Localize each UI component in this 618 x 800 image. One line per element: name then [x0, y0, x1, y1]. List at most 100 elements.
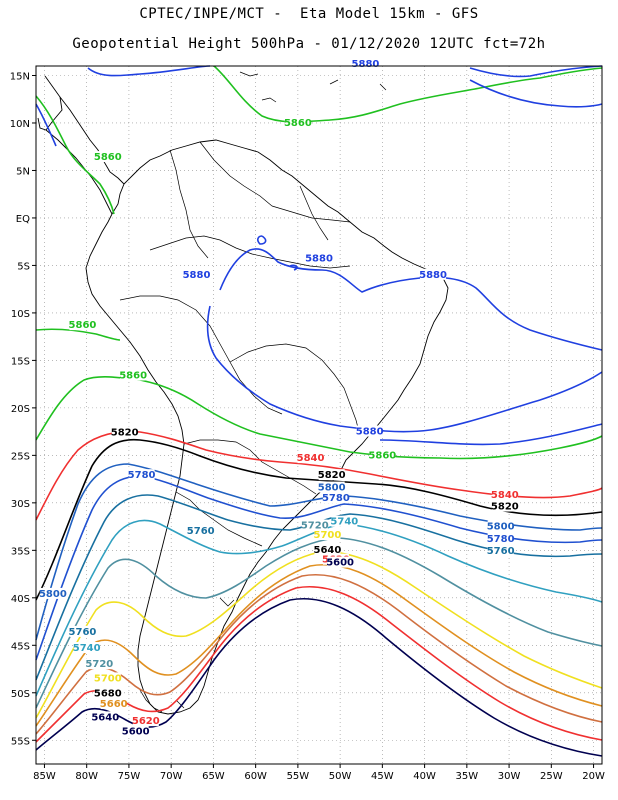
contour-label-bg [183, 268, 210, 280]
contour-label-bg [100, 698, 127, 710]
contour-label-bg [314, 544, 341, 556]
contour-labels: 5880 5860 5860 5880 5880 5880 5860 5860 5880 5860… [39, 58, 519, 738]
map-title-line1: CPTEC/INPE/MCT - Eta Model 15km - GFS [139, 6, 479, 22]
lat-tick-label: 35S [11, 546, 30, 557]
lat-tick-label: 45S [11, 641, 30, 652]
contour-line [87, 65, 603, 108]
contour-line [35, 376, 603, 460]
contour-label-bg [352, 58, 379, 69]
contour-label: 5800 [318, 483, 346, 494]
contour-label: 5600 [122, 727, 150, 738]
contour-line [35, 494, 603, 681]
lat-tick-label: 10N [10, 119, 30, 130]
contour-label-bg [128, 469, 155, 481]
contour-label: 5760 [69, 627, 97, 638]
contour-label-bg [318, 481, 345, 493]
lat-tick-label: EQ [16, 214, 30, 225]
contour-line [35, 574, 603, 735]
lat-tick-label: 15S [11, 356, 30, 367]
contour-line [35, 586, 603, 743]
contour-label: 5860 [69, 320, 97, 331]
contour-label: 5740 [330, 517, 358, 528]
contour-label: 5840 [297, 453, 325, 464]
contour-label-bg [491, 489, 518, 501]
contour-line [213, 65, 603, 123]
contour-label: 5620 [132, 716, 160, 727]
contour-label: 5680 [94, 689, 122, 700]
contour-label-bg [94, 687, 121, 699]
lat-lon-grid [36, 66, 602, 764]
contour-label: 5880 [419, 270, 447, 281]
contour-label: 5640 [91, 712, 119, 723]
contour-line [206, 305, 603, 433]
contour-label: 5860 [368, 450, 396, 461]
contour-label: 5720 [85, 659, 113, 670]
contour-label: 5780 [322, 493, 350, 504]
contour-line [35, 537, 603, 709]
contour-line [35, 438, 603, 601]
contour-label-bg [487, 545, 514, 557]
contour-label-bg [327, 556, 354, 568]
lat-tick-label: 5N [16, 166, 30, 177]
lat-tick-label: 55S [11, 736, 30, 747]
contour-label-bg [369, 449, 396, 461]
lon-tick-label: 35W [456, 771, 479, 782]
contour-line [35, 463, 603, 641]
lat-tick-label: 25S [11, 451, 30, 462]
contour-label: 5840 [491, 490, 519, 501]
coastlines-and-borders [37, 71, 449, 715]
contour-label-bg [306, 252, 332, 264]
lat-tick-label: 30S [11, 499, 30, 510]
contour-label-bg [301, 519, 328, 531]
contour-line [35, 551, 603, 719]
contour-label-bg [94, 672, 121, 684]
contour-label-bg [69, 625, 96, 637]
lon-tick-label: 60W [244, 771, 267, 782]
contour-line [219, 248, 603, 351]
lon-tick-label: 45W [371, 771, 394, 782]
contour-label: 5880 [352, 59, 380, 70]
contour-line [35, 519, 603, 697]
contour-line [35, 475, 603, 661]
contour-label: 5760 [487, 546, 515, 557]
contour-label-bg [111, 426, 138, 438]
contour-line [35, 328, 121, 341]
contour-label: 5820 [111, 427, 139, 438]
lon-tick-label: 20W [582, 771, 605, 782]
lat-tick-label: 50S [11, 689, 30, 700]
contour-label-bg [284, 116, 311, 128]
contour-label: 5780 [487, 534, 515, 545]
lon-tick-label: 30W [498, 771, 521, 782]
contour-label-bg [132, 715, 159, 727]
contour-label-bg [331, 515, 358, 527]
contour-label-bg [420, 268, 447, 280]
contour-label: 5860 [94, 152, 122, 163]
contour-label-bg [297, 452, 324, 464]
map-frame [35, 65, 603, 765]
coastline-south-america [85, 139, 449, 715]
contour-label-bg [322, 491, 349, 503]
contour-label: 5640 [314, 545, 342, 556]
lon-tick-label: 85W [33, 771, 56, 782]
lon-tick-label: 55W [287, 771, 310, 782]
contour-label: 5820 [491, 502, 519, 513]
contour-label-bg [487, 520, 514, 532]
contour-line [379, 423, 603, 446]
contour-label-bg [122, 725, 149, 737]
lon-tick-label: 25W [540, 771, 563, 782]
contour-label: 5700 [314, 530, 342, 541]
contour-line [35, 95, 115, 215]
contour-label-bg [92, 711, 119, 723]
contour-label: 5720 [301, 521, 329, 532]
contour-label: 5880 [305, 254, 333, 265]
contour-label-bg [39, 587, 66, 599]
contour-label: 5700 [94, 673, 122, 684]
map-title-line2: Geopotential Height 500hPa - 01/12/2020 … [72, 36, 546, 52]
contour-label: 5860 [119, 370, 147, 381]
contour-label: 5760 [187, 526, 215, 537]
lon-tick-label: 50W [329, 771, 352, 782]
contour-label-bg [487, 532, 514, 544]
contour-line [35, 598, 603, 757]
contour-label: 5600 [326, 558, 354, 569]
